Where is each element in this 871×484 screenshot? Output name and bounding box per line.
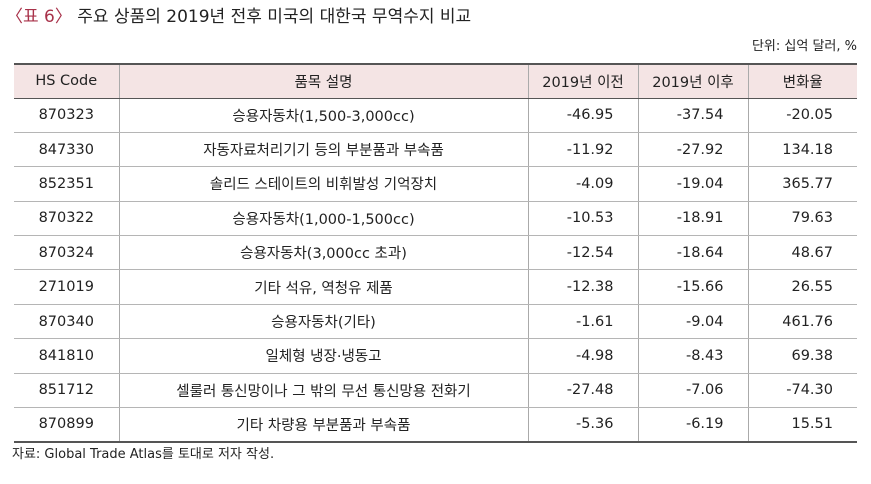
cell-hs-code: 870324	[14, 235, 119, 271]
cell-hs-code: 847330	[14, 132, 119, 168]
header-change-rate: 변화율	[747, 63, 857, 99]
table-row: 851712 셀룰러 통신망이나 그 밖의 무선 통신망용 전화기 -27.48 -7…	[14, 373, 857, 409]
cell-hs-code: 841810	[14, 338, 119, 374]
table-row: 870322 승용자동차(1,000-1,500cc) -10.53 -18.91 79…	[14, 201, 857, 237]
cell-change-rate: 134.18	[747, 132, 857, 168]
cell-description: 승용자동차(3,000cc 초과)	[118, 235, 528, 271]
cell-before-2019: -11.92	[527, 132, 638, 168]
source-note: 자료: Global Trade Atlas를 토대로 저자 작성.	[12, 447, 275, 462]
cell-change-rate: 15.51	[747, 407, 857, 443]
cell-before-2019: -1.61	[527, 304, 638, 340]
cell-after-2019: -18.64	[637, 235, 748, 271]
table-row: 870323 승용자동차(1,500-3,000cc) -46.95 -37.54 -2…	[14, 98, 857, 133]
table-row: 870899 기타 차량용 부분품과 부속품 -5.36 -6.19 15.51	[14, 407, 857, 443]
cell-before-2019: -12.54	[527, 235, 638, 271]
cell-after-2019: -9.04	[637, 304, 748, 340]
header-after-2019: 2019년 이후	[637, 63, 748, 99]
table-number: 〈표 6〉	[6, 7, 72, 27]
cell-description: 일체형 냉장·냉동고	[118, 338, 528, 374]
cell-before-2019: -27.48	[527, 373, 638, 409]
table-row: 841810 일체형 냉장·냉동고 -4.98 -8.43 69.38	[14, 338, 857, 374]
cell-after-2019: -6.19	[637, 407, 748, 443]
cell-before-2019: -10.53	[527, 201, 638, 237]
cell-description: 승용자동차(기타)	[118, 304, 528, 340]
cell-hs-code: 870899	[14, 407, 119, 443]
cell-after-2019: -7.06	[637, 373, 748, 409]
cell-change-rate: 48.67	[747, 235, 857, 271]
cell-before-2019: -4.09	[527, 166, 638, 202]
cell-hs-code: 870323	[14, 98, 119, 133]
trade-balance-table: HS Code 품목 설명 2019년 이전 2019년 이후 변화율 8703…	[14, 63, 857, 443]
header-description: 품목 설명	[118, 63, 528, 99]
cell-before-2019: -5.36	[527, 407, 638, 443]
cell-hs-code: 852351	[14, 166, 119, 202]
cell-description: 기타 석유, 역청유 제품	[118, 269, 528, 305]
cell-description: 승용자동차(1,500-3,000cc)	[118, 98, 528, 133]
cell-change-rate: 79.63	[747, 201, 857, 237]
cell-after-2019: -8.43	[637, 338, 748, 374]
cell-description: 솔리드 스테이트의 비휘발성 기억장치	[118, 166, 528, 202]
cell-change-rate: 26.55	[747, 269, 857, 305]
cell-change-rate: 365.77	[747, 166, 857, 202]
cell-description: 기타 차량용 부분품과 부속품	[118, 407, 528, 443]
cell-hs-code: 870340	[14, 304, 119, 340]
cell-after-2019: -27.92	[637, 132, 748, 168]
cell-after-2019: -18.91	[637, 201, 748, 237]
table-title: 〈표 6〉 주요 상품의 2019년 전후 미국의 대한국 무역수지 비교	[6, 4, 471, 30]
cell-description: 승용자동차(1,000-1,500cc)	[118, 201, 528, 237]
cell-after-2019: -15.66	[637, 269, 748, 305]
cell-hs-code: 271019	[14, 269, 119, 305]
cell-change-rate: 69.38	[747, 338, 857, 374]
table-row: 852351 솔리드 스테이트의 비휘발성 기억장치 -4.09 -19.04 365.…	[14, 166, 857, 202]
cell-change-rate: 461.76	[747, 304, 857, 340]
unit-note: 단위: 십억 달러, %	[751, 39, 857, 54]
header-hs-code: HS Code	[14, 63, 119, 99]
table-header-row: HS Code 품목 설명 2019년 이전 2019년 이후 변화율	[14, 63, 857, 99]
table-row: 870324 승용자동차(3,000cc 초과) -12.54 -18.64 48.67	[14, 235, 857, 271]
cell-before-2019: -46.95	[527, 98, 638, 133]
cell-description: 셀룰러 통신망이나 그 밖의 무선 통신망용 전화기	[118, 373, 528, 409]
cell-after-2019: -19.04	[637, 166, 748, 202]
cell-before-2019: -12.38	[527, 269, 638, 305]
table-row: 847330 자동자료처리기기 등의 부분품과 부속품 -11.92 -27.92 13…	[14, 132, 857, 168]
table-title-text: 주요 상품의 2019년 전후 미국의 대한국 무역수지 비교	[77, 7, 472, 27]
table-row: 271019 기타 석유, 역청유 제품 -12.38 -15.66 26.55	[14, 269, 857, 305]
cell-change-rate: -20.05	[747, 98, 857, 133]
cell-change-rate: -74.30	[747, 373, 857, 409]
header-before-2019: 2019년 이전	[527, 63, 638, 99]
cell-description: 자동자료처리기기 등의 부분품과 부속품	[118, 132, 528, 168]
cell-hs-code: 851712	[14, 373, 119, 409]
cell-after-2019: -37.54	[637, 98, 748, 133]
cell-hs-code: 870322	[14, 201, 119, 237]
table-row: 870340 승용자동차(기타) -1.61 -9.04 461.76	[14, 304, 857, 340]
cell-before-2019: -4.98	[527, 338, 638, 374]
